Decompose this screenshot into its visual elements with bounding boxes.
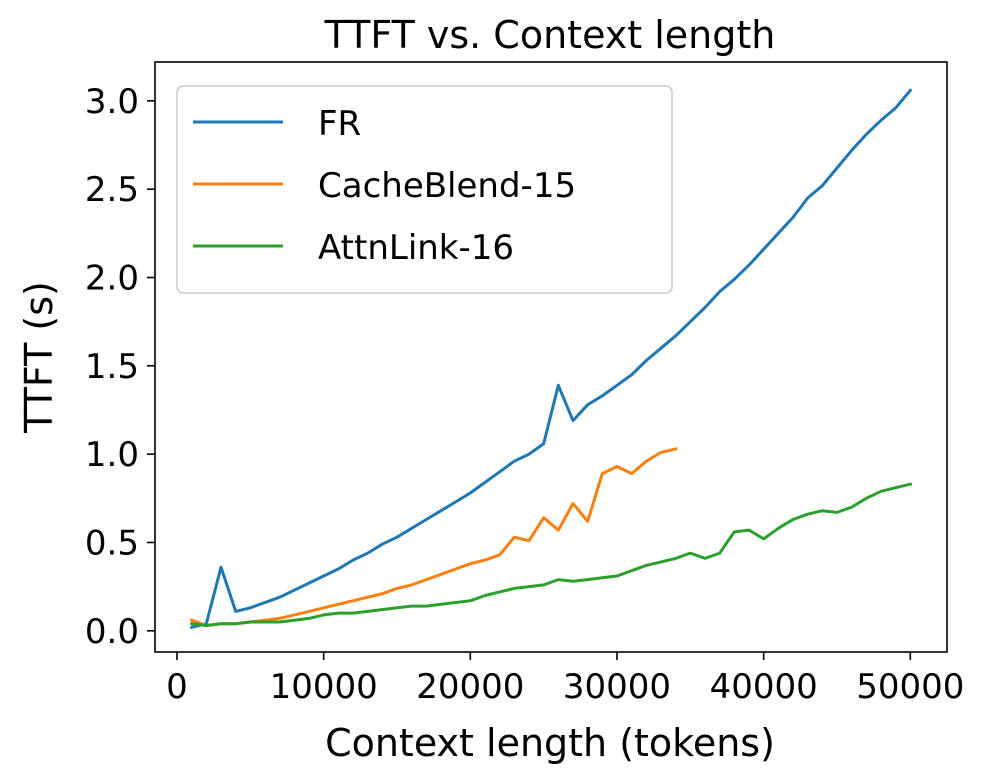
legend: FR CacheBlend-15 AttnLink-16 — [176, 85, 673, 294]
y-tick-label: 3.0 — [85, 82, 139, 122]
x-axis: 0 10000 20000 30000 40000 50000 — [166, 652, 964, 707]
y-axis-label: TTFT (s) — [17, 281, 61, 434]
y-tick-label: 0.0 — [85, 612, 139, 652]
y-tick-label: 2.0 — [85, 259, 139, 299]
x-axis-label: Context length (tokens) — [325, 721, 775, 765]
series-line-1 — [189, 88, 913, 630]
x-tick-label: 40000 — [710, 667, 818, 707]
x-tick-label: 50000 — [856, 667, 964, 707]
series-line-2 — [189, 447, 678, 627]
x-tick-label: 0 — [166, 667, 188, 707]
chart-title: TTFT vs. Context length — [324, 13, 776, 57]
y-tick-label: 0.5 — [85, 523, 139, 563]
y-tick-label: 1.5 — [85, 347, 139, 387]
x-tick-label: 30000 — [563, 667, 671, 707]
series-line-3 — [190, 482, 913, 627]
y-tick-label: 1.0 — [85, 435, 139, 475]
legend-label-3: AttnLink-16 — [318, 228, 514, 268]
series-layer — [189, 88, 913, 630]
x-tick-label: 10000 — [270, 667, 378, 707]
y-axis: 0.0 0.5 1.0 1.5 2.0 2.5 3.0 — [85, 82, 155, 652]
plot-frame — [154, 61, 948, 653]
y-tick-label: 2.5 — [85, 170, 139, 210]
x-tick-label: 20000 — [416, 667, 524, 707]
legend-label-1: FR — [318, 104, 361, 144]
legend-label-2: CacheBlend-15 — [318, 166, 576, 206]
legend-box — [176, 85, 673, 294]
